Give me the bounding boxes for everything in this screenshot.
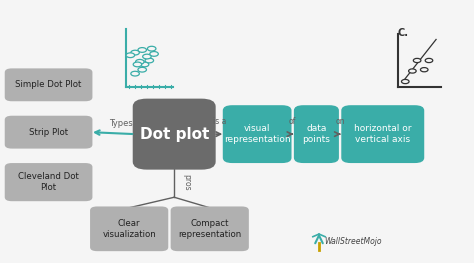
Text: Strip Plot: Strip Plot	[29, 128, 68, 137]
Text: Dot plot: Dot plot	[139, 127, 209, 142]
Circle shape	[413, 58, 421, 63]
Text: of: of	[289, 117, 296, 126]
Circle shape	[126, 53, 135, 58]
Circle shape	[138, 67, 146, 72]
Circle shape	[425, 58, 433, 63]
Text: Simple Dot Plot: Simple Dot Plot	[15, 80, 82, 89]
Circle shape	[136, 59, 144, 64]
Text: data
points: data points	[302, 124, 330, 144]
Text: C.: C.	[397, 28, 408, 38]
Text: on: on	[335, 117, 345, 126]
Text: pros: pros	[182, 174, 191, 191]
Circle shape	[420, 68, 428, 72]
FancyBboxPatch shape	[223, 105, 292, 163]
Text: Clear
visualization: Clear visualization	[102, 219, 156, 239]
Circle shape	[409, 69, 416, 73]
Circle shape	[145, 58, 154, 63]
FancyBboxPatch shape	[5, 68, 92, 101]
Circle shape	[147, 46, 156, 51]
Circle shape	[140, 62, 149, 67]
Text: visual
representation: visual representation	[224, 124, 291, 144]
FancyBboxPatch shape	[5, 116, 92, 149]
FancyBboxPatch shape	[294, 105, 339, 163]
Circle shape	[143, 54, 151, 59]
Text: Types: Types	[109, 119, 133, 128]
Circle shape	[401, 79, 409, 84]
Text: is a: is a	[212, 117, 226, 126]
Text: WallStreetMojo: WallStreetMojo	[325, 237, 382, 246]
FancyBboxPatch shape	[171, 206, 249, 251]
Text: Compact
representation: Compact representation	[178, 219, 241, 239]
Circle shape	[131, 50, 139, 55]
FancyBboxPatch shape	[341, 105, 424, 163]
FancyBboxPatch shape	[5, 163, 92, 201]
FancyBboxPatch shape	[90, 206, 168, 251]
FancyBboxPatch shape	[133, 99, 216, 170]
Circle shape	[133, 62, 142, 67]
Text: horizontal or
vertical axis: horizontal or vertical axis	[354, 124, 411, 144]
Text: Cleveland Dot
Plot: Cleveland Dot Plot	[18, 172, 79, 192]
Circle shape	[138, 48, 146, 52]
Circle shape	[150, 52, 158, 56]
Circle shape	[131, 71, 139, 76]
